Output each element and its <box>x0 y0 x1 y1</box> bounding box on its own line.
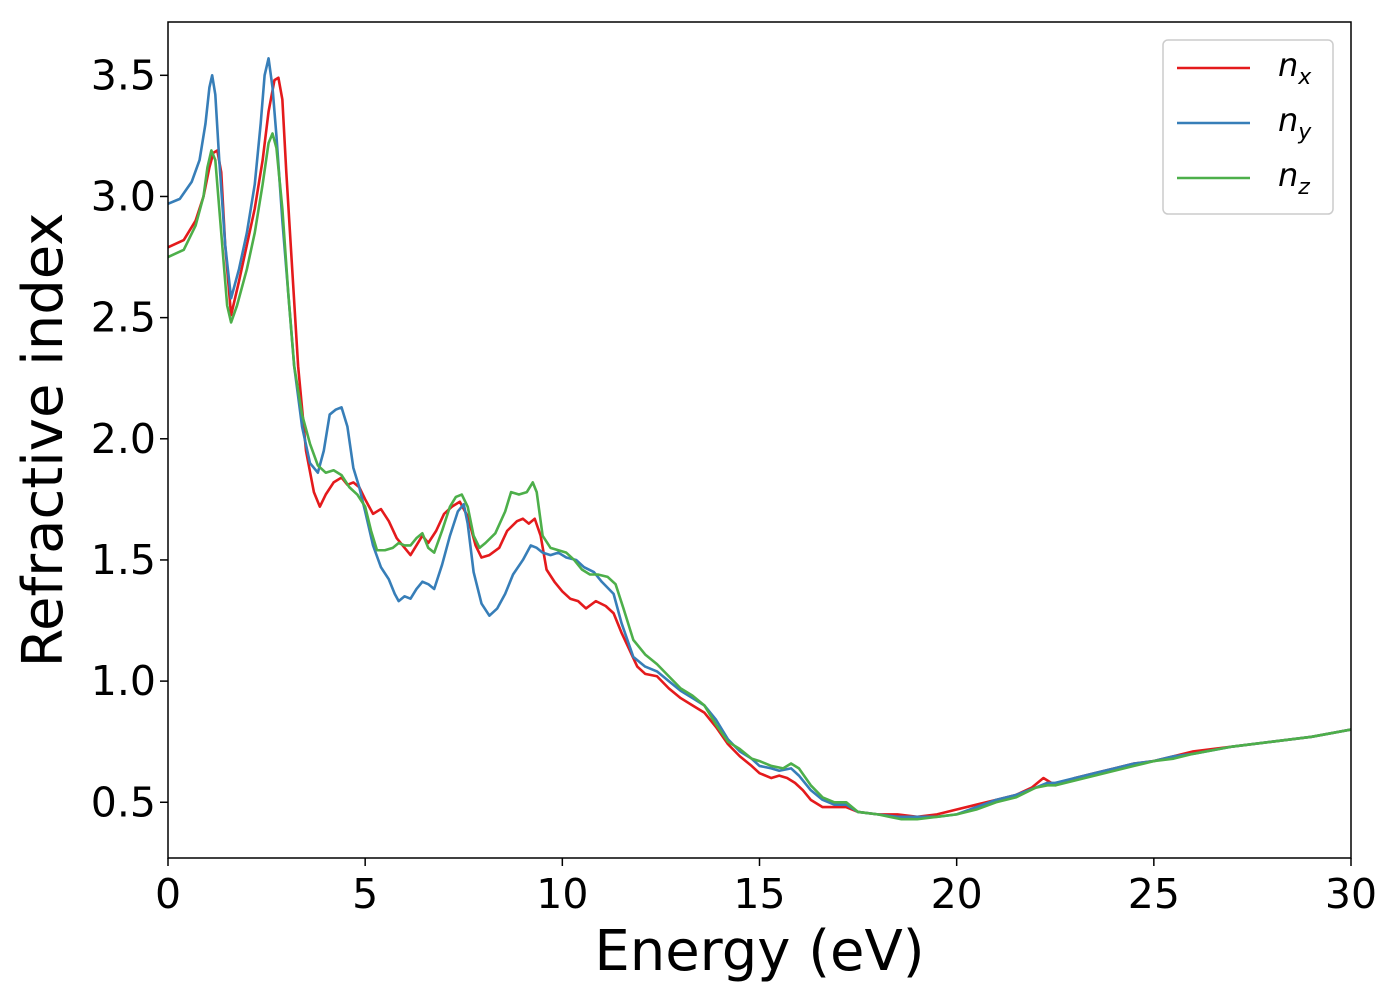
y-tick-label: 3.0 <box>91 172 156 220</box>
x-tick-label: 0 <box>155 870 181 918</box>
x-tick-label: 5 <box>352 870 378 918</box>
x-axis-ticks: 0 5 10 15 20 25 30 <box>155 858 1377 918</box>
x-axis-label: Energy (eV) <box>594 919 924 984</box>
x-tick-label: 25 <box>1128 870 1180 918</box>
x-tick-label: 15 <box>733 870 785 918</box>
legend-label-nx: nx <box>1278 46 1312 90</box>
legend-label-ny: ny <box>1278 101 1312 145</box>
x-tick-label: 20 <box>931 870 983 918</box>
y-tick-label: 1.5 <box>91 536 156 584</box>
y-axis-label: Refractive index <box>11 213 76 668</box>
y-axis-ticks: 0.5 1.0 1.5 2.0 2.5 3.0 3.5 <box>91 51 168 826</box>
y-tick-label: 1.0 <box>91 657 156 705</box>
y-tick-label: 2.0 <box>91 415 156 463</box>
x-tick-label: 30 <box>1325 870 1377 918</box>
y-tick-label: 3.5 <box>91 51 156 99</box>
series-line-nz <box>168 132 1351 821</box>
legend-label-nz: nz <box>1278 156 1310 200</box>
series-layer <box>168 57 1351 821</box>
y-tick-label: 2.5 <box>91 294 156 342</box>
legend-box <box>1162 39 1334 215</box>
legend-items: nx ny nz <box>1177 46 1312 200</box>
y-tick-label: 0.5 <box>91 778 156 826</box>
x-tick-label: 10 <box>536 870 588 918</box>
legend: nx ny nz <box>1162 39 1334 215</box>
